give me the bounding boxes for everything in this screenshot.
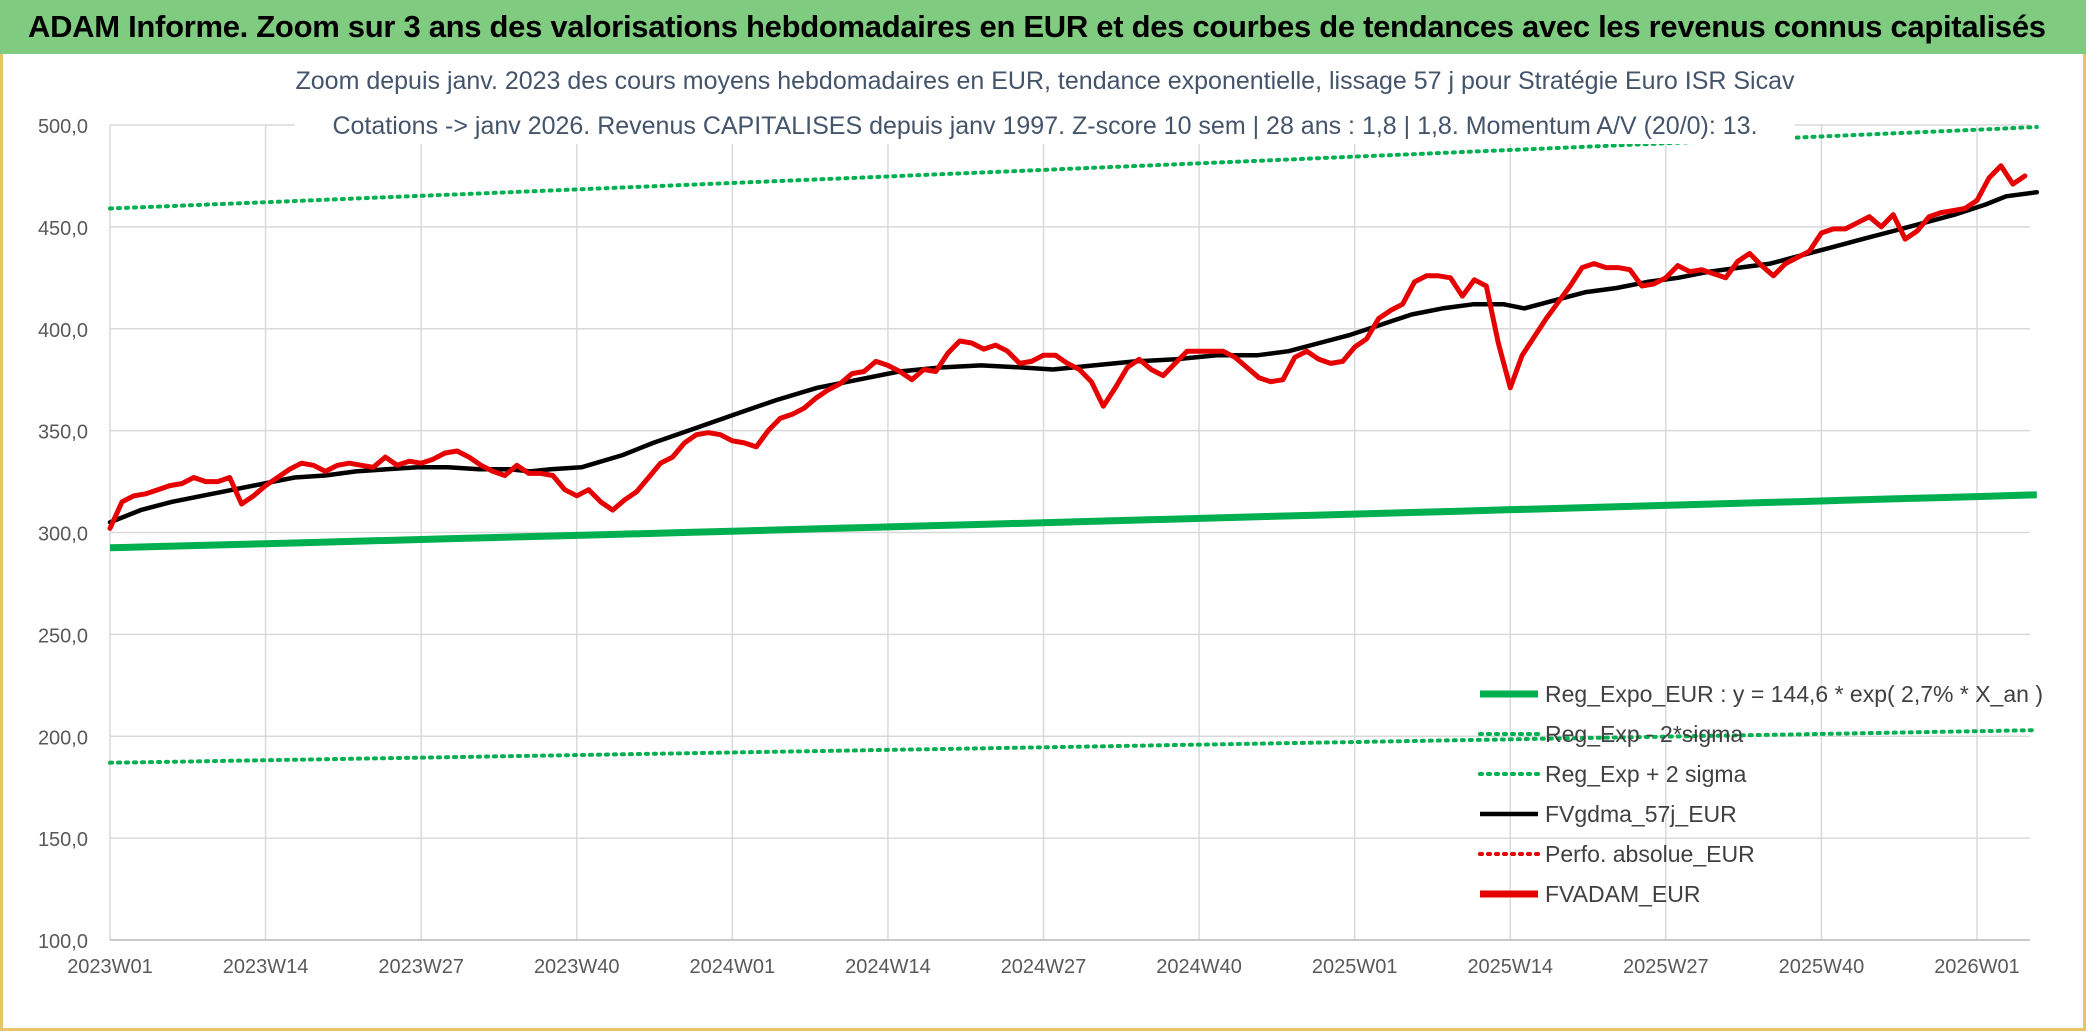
- title-background: [295, 60, 1795, 144]
- report-banner: ADAM Informe. Zoom sur 3 ans des valoris…: [0, 0, 2086, 54]
- legend-label: FVADAM_EUR: [1545, 881, 1701, 907]
- legend-label: Reg_Expo_EUR : y = 144,6 * exp( 2,7% * X…: [1545, 681, 2043, 707]
- y-tick-label: 150,0: [38, 829, 88, 851]
- series-line-fvgdma-57j: [107, 189, 2040, 525]
- y-tick-label: 500,0: [38, 116, 88, 138]
- series-line-reg-expo-eur: [109, 491, 2037, 552]
- x-tick-label: 2025W14: [1467, 956, 1553, 978]
- y-tick-label: 100,0: [38, 931, 88, 953]
- legend-label: Perfo. absolue_EUR: [1545, 841, 1755, 867]
- series-lines: [107, 125, 2040, 765]
- series-line-fvadam: [107, 163, 2028, 531]
- valuation-chart: 100,0 150,0 200,0 250,0 300,0 350,0 400,0 450,0…: [38, 60, 2043, 978]
- chart-titles: Zoom depuis janv. 2023 des cours moyens …: [295, 60, 1795, 144]
- gridlines: [109, 124, 2030, 941]
- chart-title-line2: Cotations -> janv 2026. Revenus CAPITALI…: [332, 112, 1757, 140]
- x-tick-label: 2023W14: [223, 956, 309, 978]
- legend-label: FVgdma_57j_EUR: [1545, 801, 1737, 827]
- x-tick-label: 2023W01: [67, 956, 153, 978]
- x-axis-ticks: 2023W01 2023W14 2023W27 2023W40 2024W01 2024W…: [67, 956, 2020, 978]
- report-title: ADAM Informe. Zoom sur 3 ans des valoris…: [28, 9, 2046, 44]
- y-axis-ticks: 100,0 150,0 200,0 250,0 300,0 350,0 400,0 450,0…: [38, 116, 88, 953]
- y-tick-label: 300,0: [38, 524, 88, 546]
- series-line-reg-exp-minus-2sigma: [108, 728, 2039, 765]
- y-tick-label: 200,0: [38, 727, 88, 749]
- y-tick-label: 350,0: [38, 422, 88, 444]
- chart-area: 100,0 150,0 200,0 250,0 300,0 350,0 400,0 450,0…: [0, 54, 2086, 1031]
- x-tick-label: 2024W14: [845, 956, 931, 978]
- x-tick-label: 2024W01: [690, 956, 776, 978]
- y-tick-label: 400,0: [38, 320, 88, 342]
- y-tick-label: 450,0: [38, 218, 88, 240]
- legend: Reg_Expo_EUR : y = 144,6 * exp( 2,7% * X…: [1478, 681, 2043, 907]
- x-tick-label: 2024W40: [1156, 956, 1242, 978]
- legend-label: Reg_Exp + 2 sigma: [1545, 761, 1747, 787]
- chart-title-line1: Zoom depuis janv. 2023 des cours moyens …: [295, 67, 1795, 95]
- x-tick-label: 2025W01: [1312, 956, 1398, 978]
- x-tick-label: 2023W27: [378, 956, 464, 978]
- x-tick-label: 2023W40: [534, 956, 620, 978]
- x-tick-label: 2025W40: [1779, 956, 1865, 978]
- y-tick-label: 250,0: [38, 625, 88, 647]
- x-tick-label: 2026W01: [1934, 956, 2020, 978]
- x-tick-label: 2024W27: [1001, 956, 1087, 978]
- x-tick-label: 2025W27: [1623, 956, 1709, 978]
- legend-label: Reg_Exp - 2*sigma: [1545, 721, 1743, 747]
